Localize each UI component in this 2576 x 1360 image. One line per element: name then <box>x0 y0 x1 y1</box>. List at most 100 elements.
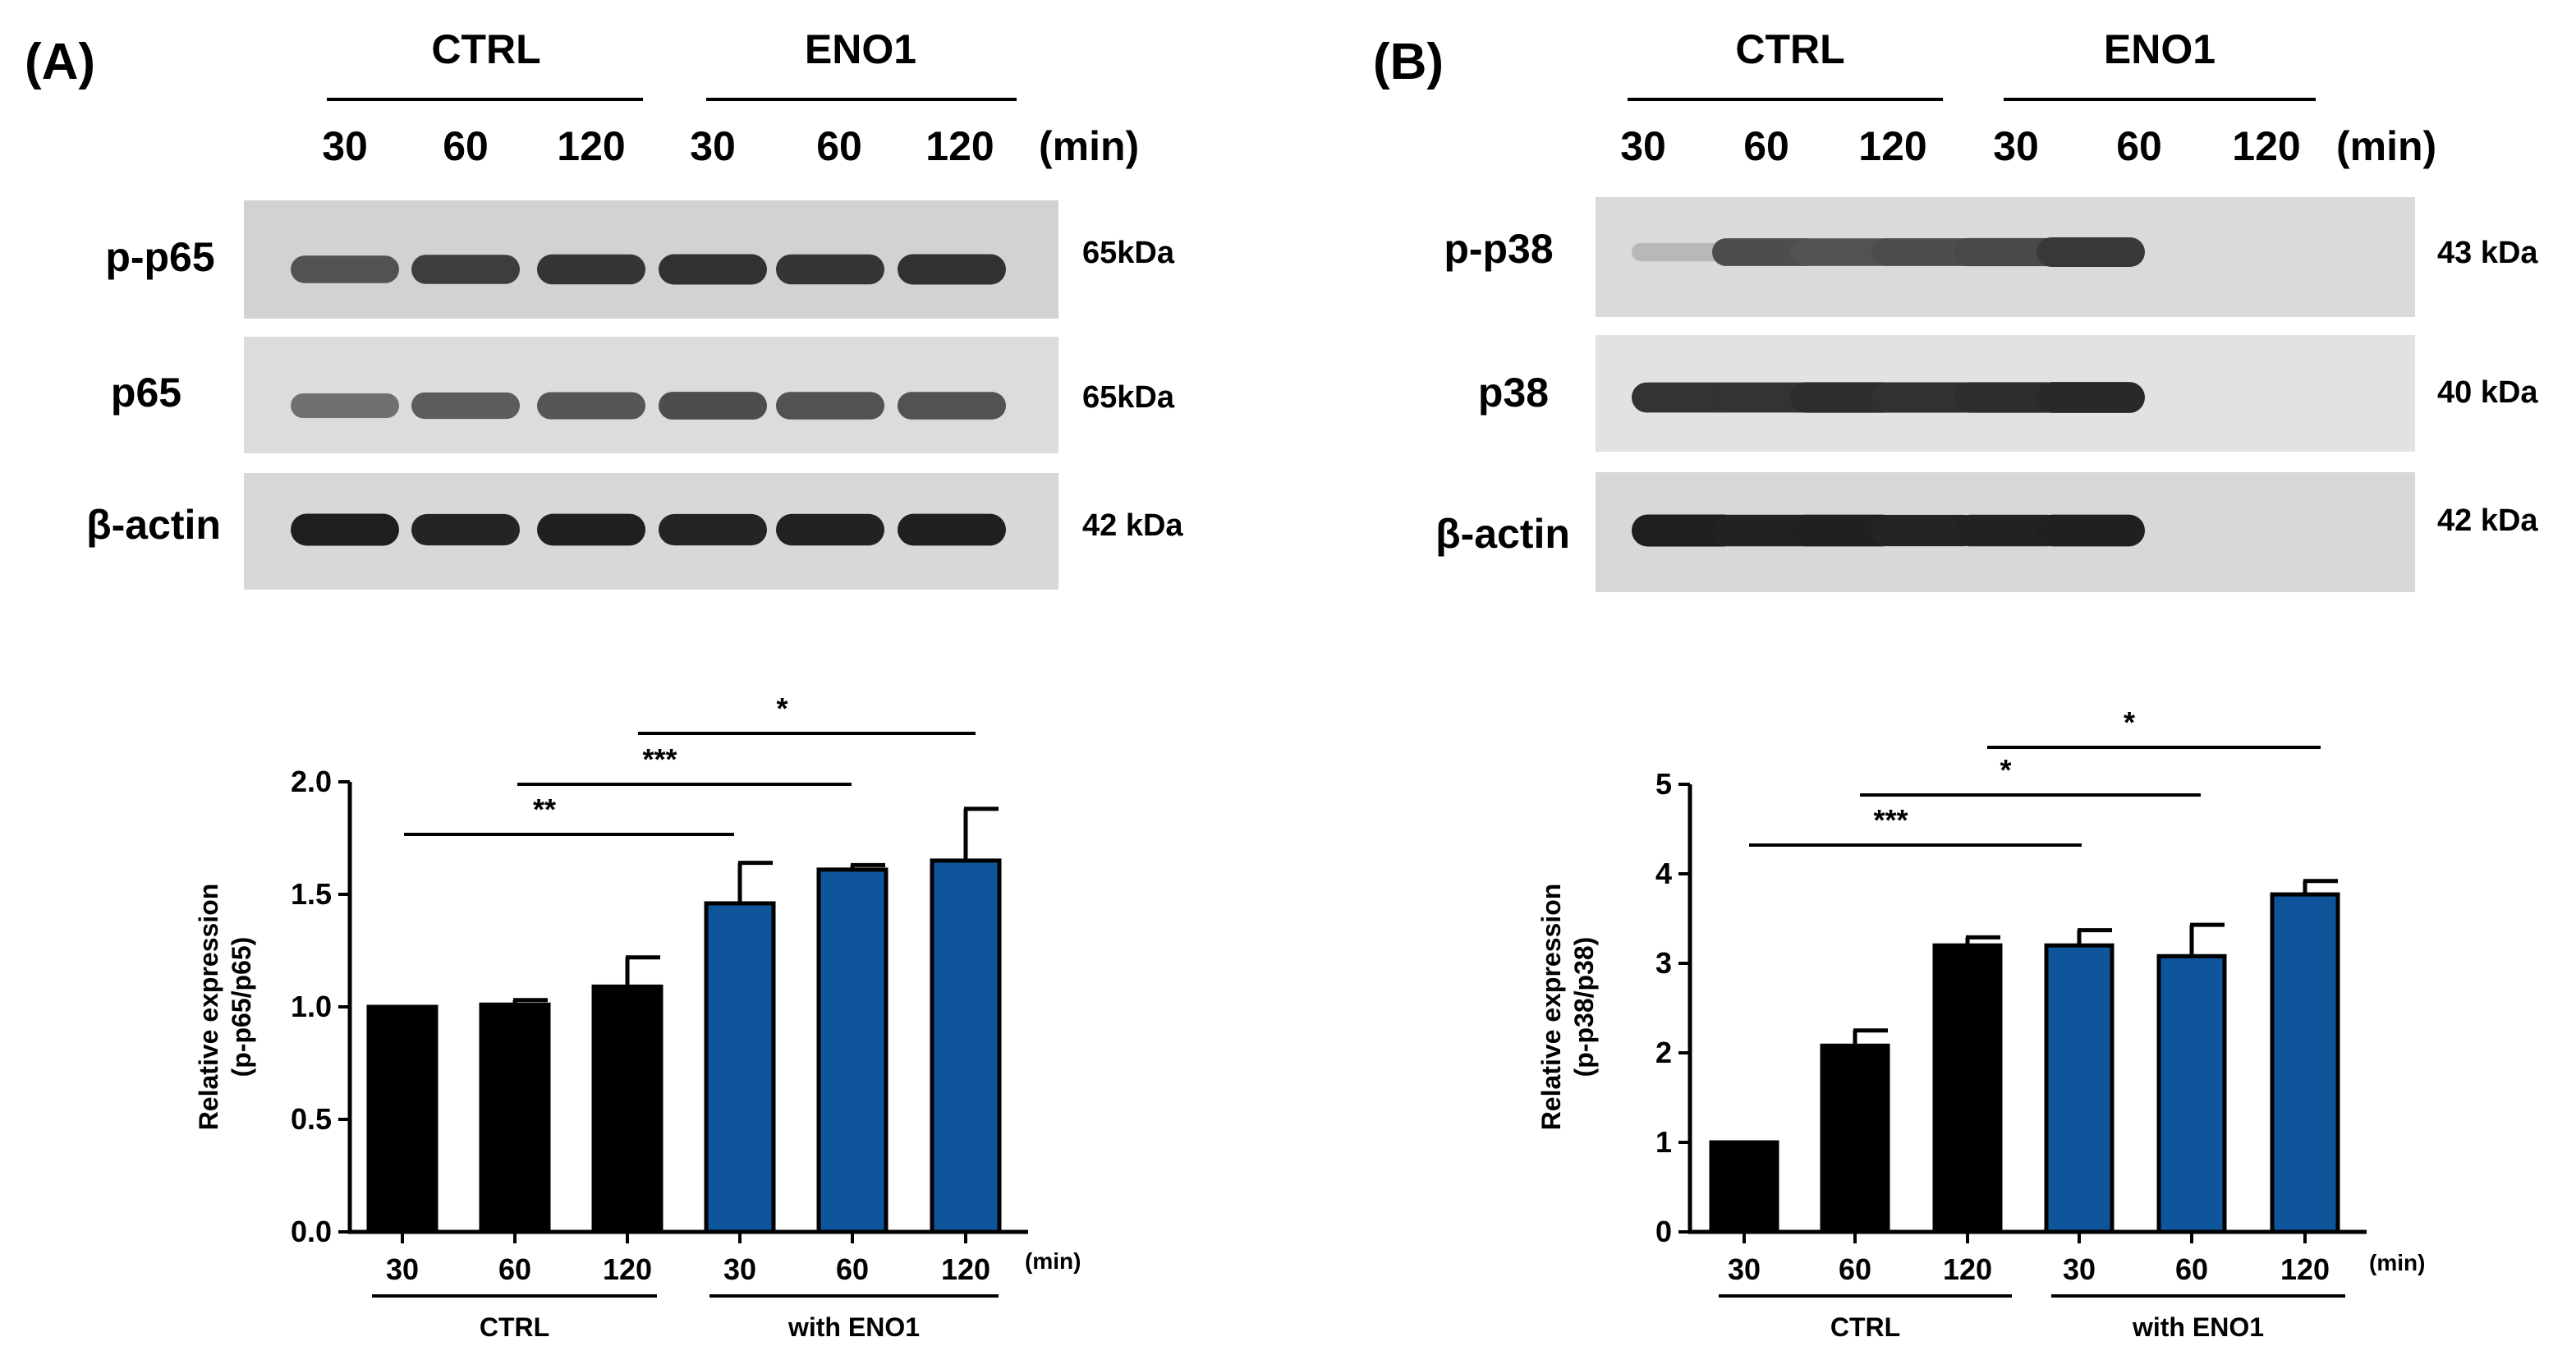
blot-band <box>776 513 884 546</box>
panel-a: (A) CTRL ENO1 30 60 120 30 60 120 (min) p-p65 65kDa… <box>25 26 1183 1342</box>
blot-row: p-p65 65kDa <box>105 200 1175 319</box>
blot-kda-label: 40 kDa <box>2437 375 2538 410</box>
blot-band <box>776 392 884 420</box>
blot-band <box>1871 514 1980 547</box>
blot-band <box>291 255 399 283</box>
blot-band <box>291 393 399 419</box>
blot-group-label: ENO1 <box>805 26 916 72</box>
blot-row-label: p65 <box>111 370 181 416</box>
significance-marker: ** <box>533 793 556 826</box>
x-tick-label: 120 <box>603 1252 652 1286</box>
blot-row-label: p38 <box>1478 370 1549 416</box>
blot-time-label: 120 <box>557 123 625 169</box>
blot-band <box>1632 514 1740 547</box>
blot-time-label: 30 <box>1620 123 1666 169</box>
blot-band <box>537 254 645 285</box>
blot-band <box>1871 238 1980 266</box>
x-tick-label: 30 <box>2063 1252 2096 1286</box>
bar-chart: 0.0 0.5 1.0 1.5 2.0 Relative expression (p-p65… <box>194 691 1081 1342</box>
y-axis-label-line1: Relative expression <box>194 884 223 1131</box>
blot-time-label: 120 <box>1858 123 1926 169</box>
y-tick-label: 1.0 <box>291 990 332 1023</box>
significance-marker: * <box>2000 753 2011 787</box>
blot-band <box>2036 514 2145 547</box>
y-tick-label: 4 <box>1655 857 1672 890</box>
blot-row: p-p38 43 kDa <box>1444 197 2538 317</box>
y-tick-label: 0.0 <box>291 1215 332 1248</box>
blot-band <box>1871 382 1980 413</box>
panel-label: (B) <box>1373 34 1444 90</box>
blot-kda-label: 43 kDa <box>2437 236 2538 270</box>
blot-time-label: 60 <box>1743 123 1789 169</box>
x-tick-label: 30 <box>1728 1252 1761 1286</box>
significance-marker: *** <box>1873 803 1908 837</box>
x-tick-label: 120 <box>2280 1252 2330 1286</box>
blot-band <box>2036 237 2145 268</box>
y-tick-label: 1 <box>1655 1125 1672 1159</box>
blot-band <box>2036 382 2145 413</box>
group-label: with ENO1 <box>787 1312 920 1342</box>
bar <box>816 867 889 1234</box>
y-tick-label: 0 <box>1655 1215 1672 1248</box>
blot-band <box>291 513 399 546</box>
x-tick-label: 60 <box>2175 1252 2208 1286</box>
blot-time-label: 30 <box>1993 123 2039 169</box>
bar <box>1820 1043 1890 1234</box>
blot-time-unit: (min) <box>1039 123 1139 169</box>
blot-time-label: 60 <box>2116 123 2162 169</box>
y-axis-label: Relative expression (p-p38/p38) <box>1536 884 1599 1131</box>
y-tick-label: 0.5 <box>291 1102 332 1136</box>
blot-band <box>537 392 645 420</box>
blot-time-label: 60 <box>443 123 489 169</box>
blot-band <box>1954 237 2063 267</box>
blot-kda-label: 65kDa <box>1082 380 1175 415</box>
y-tick-label: 2 <box>1655 1036 1672 1069</box>
blot-band <box>1790 382 1899 413</box>
blot-band <box>1790 514 1899 547</box>
blot-band <box>898 254 1006 285</box>
bar <box>2270 892 2340 1234</box>
blot-time-label: 120 <box>925 123 994 169</box>
group-label: CTRL <box>480 1312 549 1342</box>
bar <box>1709 1140 1779 1234</box>
bar <box>479 1002 551 1234</box>
group-label: with ENO1 <box>2132 1312 2264 1342</box>
panel-label: (A) <box>25 34 95 90</box>
blot-band <box>1954 382 2063 413</box>
blot-time-label: 30 <box>690 123 736 169</box>
blot-row-label: β-actin <box>86 502 221 548</box>
blot-row-label: p-p65 <box>105 234 214 280</box>
blot-band <box>1954 514 2063 547</box>
bar <box>704 901 776 1234</box>
group-label: CTRL <box>1830 1312 1900 1342</box>
blot-band <box>659 254 767 285</box>
blot-time-label: 60 <box>816 123 862 169</box>
blot-band <box>1790 238 1899 266</box>
blot-band <box>659 392 767 420</box>
bar <box>1932 943 2003 1234</box>
x-tick-label: 60 <box>498 1252 531 1286</box>
blot-band <box>411 513 520 546</box>
y-axis-label: Relative expression (p-p65/p65) <box>194 884 256 1131</box>
blot-row: p65 65kDa <box>111 337 1175 453</box>
blot-row-label: p-p38 <box>1444 226 1553 272</box>
blot-kda-label: 65kDa <box>1082 236 1175 270</box>
blot-band <box>898 513 1006 546</box>
western-blot: CTRL ENO1 30 60 120 30 60 120 (min) p-p38 43 kDa p3… <box>1435 26 2538 592</box>
x-axis-unit: (min) <box>1025 1248 1081 1274</box>
blot-kda-label: 42 kDa <box>2437 503 2538 538</box>
blot-row: β-actin 42 kDa <box>86 473 1183 590</box>
blot-band <box>659 513 767 546</box>
bar <box>591 984 664 1234</box>
x-axis-unit: (min) <box>2369 1250 2425 1275</box>
blot-row: p38 40 kDa <box>1478 335 2538 452</box>
x-tick-label: 30 <box>723 1252 756 1286</box>
blot-band <box>537 513 645 546</box>
x-tick-label: 120 <box>1943 1252 1992 1286</box>
blot-band <box>776 254 884 285</box>
y-axis-label-line2: (p-p65/p65) <box>227 937 256 1077</box>
blot-group-label: CTRL <box>1735 26 1844 72</box>
